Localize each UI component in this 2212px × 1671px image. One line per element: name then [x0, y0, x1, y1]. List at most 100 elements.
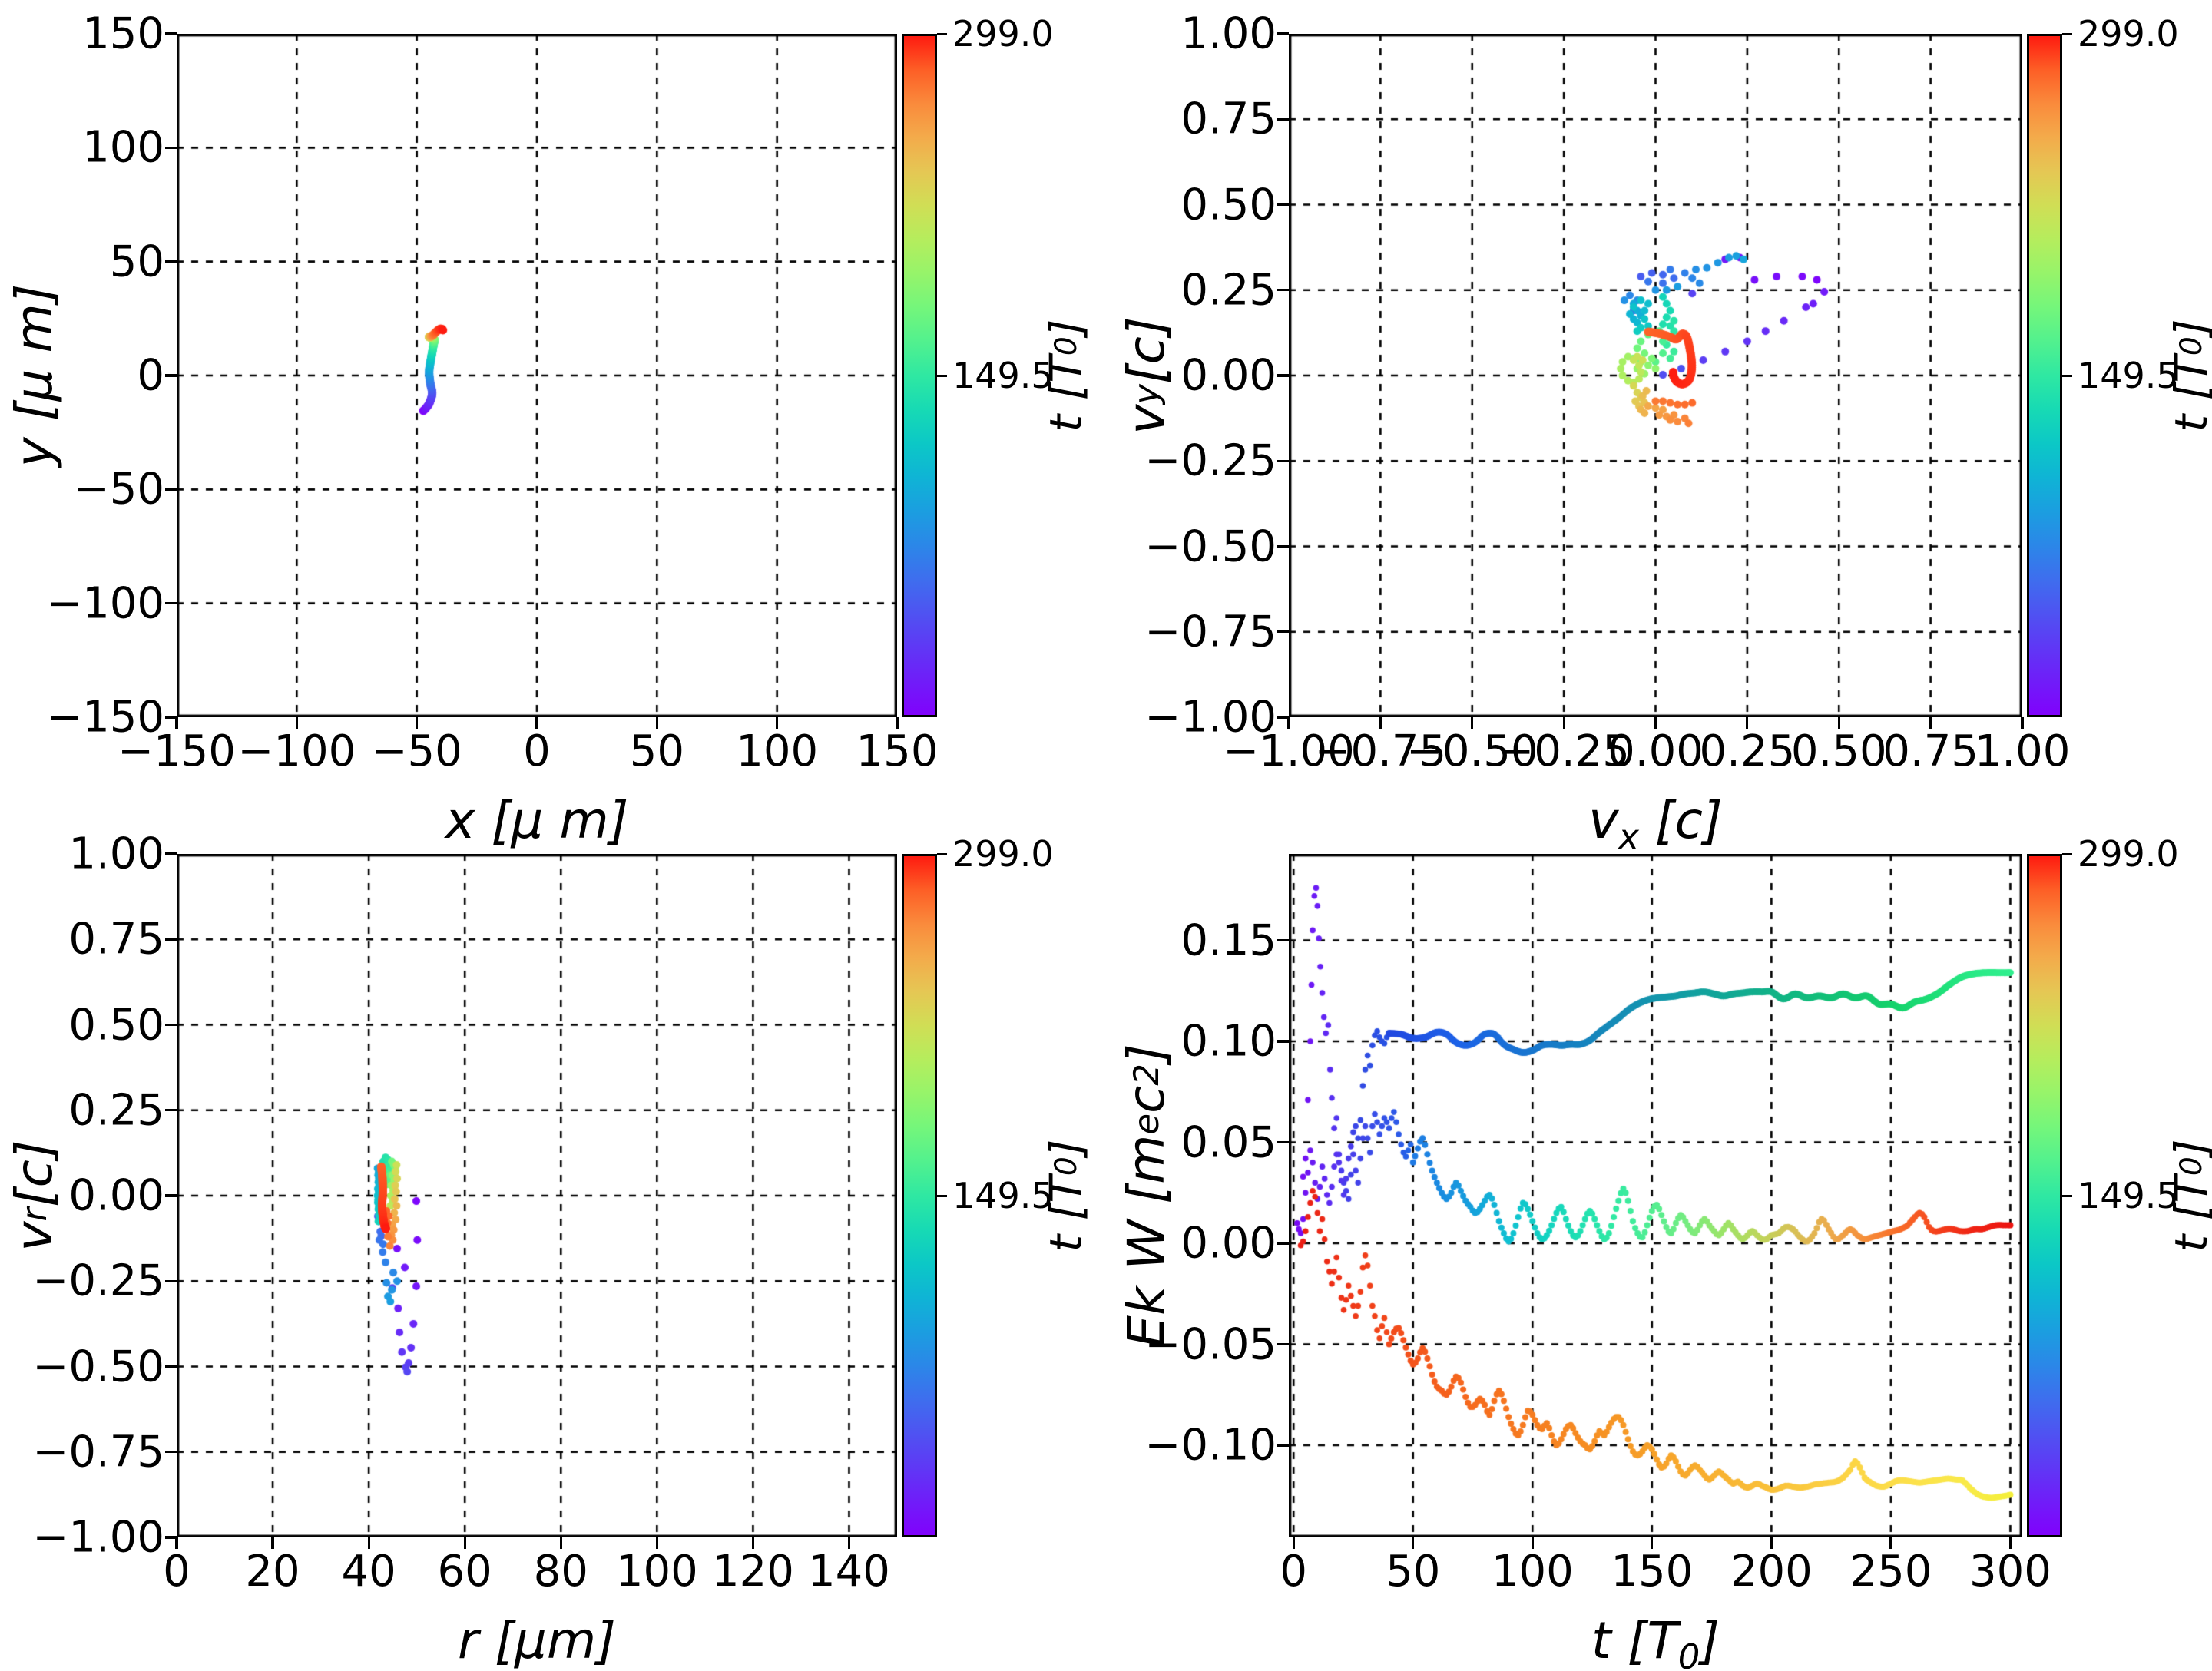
x-tick-mark [655, 717, 658, 729]
x-tick-label: 1.00 [1974, 726, 2071, 776]
colorbar-tick-mark [2062, 852, 2072, 855]
y-tick-mark [165, 1365, 177, 1368]
y-tick-label: 0.15 [1181, 915, 1277, 966]
colorbar-tick-label: 149.5 [952, 355, 1054, 396]
x-tick-mark [1654, 717, 1657, 729]
x-tick-label: 0 [523, 726, 551, 776]
y-tick-mark [1277, 1242, 1289, 1245]
x-tick-mark [896, 717, 899, 729]
x-tick-label: 250 [1849, 1547, 1932, 1597]
x-tick-label: −100 [237, 726, 356, 776]
x-tick-label: 100 [736, 726, 819, 776]
colorbar-tick-mark [937, 374, 947, 377]
x-tick-mark [1746, 717, 1749, 729]
y-tick-mark [165, 1451, 177, 1454]
x-tick-mark [847, 1537, 851, 1549]
y-tick-mark [1277, 1444, 1289, 1447]
y-tick-label: −0.50 [32, 1342, 164, 1391]
colorbar-tick-label: 299.0 [952, 13, 1054, 55]
y-tick-label: 0.10 [1181, 1016, 1277, 1067]
x-tick-mark [1379, 717, 1382, 729]
y-tick-mark [165, 602, 177, 605]
x-tick-label: 40 [341, 1547, 396, 1597]
y-tick-mark [165, 146, 177, 149]
y-tick-label: −0.50 [1144, 521, 1277, 571]
colorbar-tick-mark [2062, 374, 2072, 377]
x-tick-label: 0.50 [1790, 726, 1887, 776]
vxvy-x-axis-label: vx [c] [1588, 791, 1723, 858]
y-tick-label: 100 [82, 122, 164, 173]
x-tick-mark [271, 1537, 274, 1549]
y-tick-mark [165, 852, 177, 855]
x-tick-mark [295, 717, 298, 729]
x-tick-label: 100 [1491, 1547, 1574, 1597]
y-tick-label: 0.50 [1181, 180, 1277, 230]
x-tick-mark [2021, 717, 2024, 729]
y-tick-mark [165, 716, 177, 719]
x-tick-mark [1651, 1537, 1654, 1549]
x-tick-label: −1.00 [1223, 726, 1355, 776]
x-tick-mark [1837, 717, 1840, 729]
x-tick-mark [175, 717, 178, 729]
y-tick-mark [165, 488, 177, 491]
x-tick-mark [367, 1537, 370, 1549]
y-tick-label: 0.00 [1181, 1218, 1277, 1269]
y-tick-label: 0.00 [68, 1170, 164, 1221]
x-tick-label: −0.75 [1314, 726, 1447, 776]
y-tick-label: −0.10 [1144, 1420, 1277, 1471]
y-tick-mark [1277, 203, 1289, 207]
y-tick-label: −1.00 [32, 1512, 164, 1563]
colorbar-tick-mark [937, 852, 947, 855]
rvr-colorbar [902, 854, 937, 1537]
y-tick-mark [1277, 1040, 1289, 1043]
y-tick-label: −100 [46, 578, 164, 629]
colorbar-tick-mark [937, 1194, 947, 1197]
y-tick-label: −0.25 [1144, 435, 1277, 486]
y-tick-mark [1277, 544, 1289, 548]
y-tick-label: −0.75 [1144, 607, 1277, 657]
x-tick-label: 120 [711, 1547, 794, 1597]
x-tick-label: 50 [1386, 1547, 1441, 1597]
x-tick-mark [535, 717, 538, 729]
xy-colorbar [902, 34, 937, 717]
colorbar-tick-label: 149.5 [2078, 355, 2179, 396]
x-tick-label: 80 [533, 1547, 588, 1597]
tek-x-axis-label: t [T0] [1591, 1611, 1720, 1671]
x-tick-label: 60 [437, 1547, 492, 1597]
vxvy-plot-area [1289, 34, 2022, 717]
y-tick-label: 0.25 [1181, 265, 1277, 316]
y-tick-mark [1277, 459, 1289, 462]
y-tick-mark [165, 1109, 177, 1112]
colorbar-tick-label: 299.0 [2078, 833, 2179, 875]
colorbar-tick-label: 299.0 [2078, 13, 2179, 55]
x-tick-label: 0 [1280, 1547, 1308, 1597]
xy-plot-area [177, 34, 897, 717]
y-tick-label: 0.00 [1181, 350, 1277, 401]
y-tick-mark [1277, 117, 1289, 121]
x-tick-label: 0.00 [1608, 726, 1704, 776]
tek-plot-area [1289, 854, 2022, 1537]
tek-colorbar [2027, 854, 2062, 1537]
x-tick-mark [1471, 717, 1474, 729]
x-tick-mark [751, 1537, 754, 1549]
x-tick-mark [416, 717, 419, 729]
x-tick-label: 0.75 [1883, 726, 1979, 776]
x-tick-mark [655, 1537, 658, 1549]
x-tick-mark [2008, 1537, 2012, 1549]
y-tick-mark [1277, 374, 1289, 377]
x-tick-label: 0 [163, 1547, 190, 1597]
x-tick-mark [175, 1537, 178, 1549]
colorbar-tick-label: 149.5 [952, 1175, 1054, 1216]
y-tick-mark [1277, 716, 1289, 719]
y-tick-label: 50 [109, 237, 164, 287]
x-tick-mark [1287, 717, 1290, 729]
y-tick-label: 0.25 [68, 1085, 164, 1136]
x-tick-mark [1412, 1537, 1415, 1549]
colorbar-tick-mark [937, 32, 947, 35]
x-tick-mark [776, 717, 779, 729]
y-tick-label: −0.75 [32, 1427, 164, 1477]
y-tick-label: 0.50 [68, 1000, 164, 1050]
xy-x-axis-label: x [μ m] [445, 791, 629, 850]
y-tick-mark [165, 32, 177, 35]
